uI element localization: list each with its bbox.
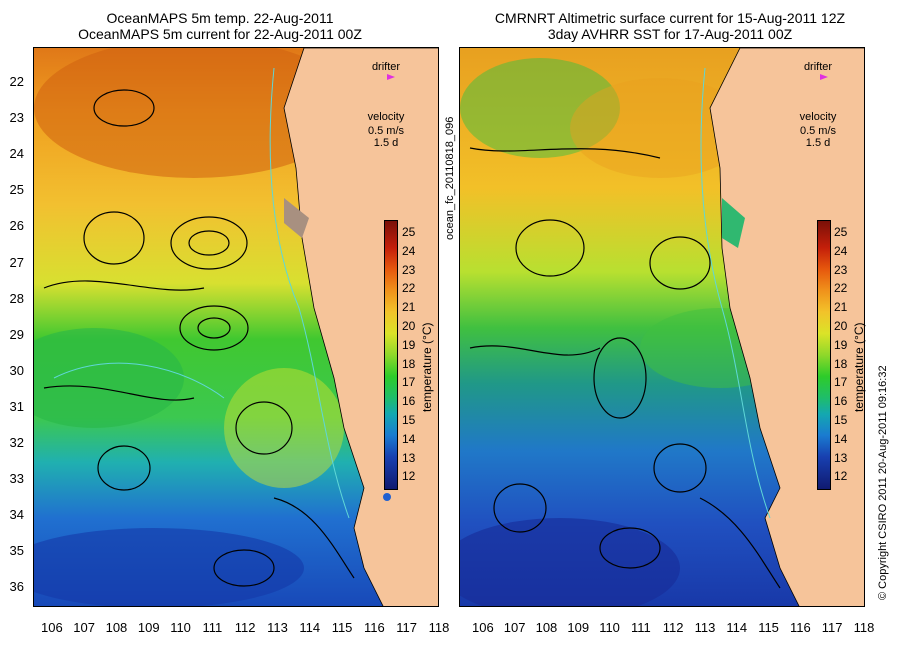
colorbar-tick-label: 22 <box>402 281 416 296</box>
colorbar-tick-label: 19 <box>402 337 416 352</box>
x-tick-label: 109 <box>137 620 160 635</box>
left-velocity-duration: 1.5 d <box>373 137 399 149</box>
colorbar-tick-label: 18 <box>402 356 416 371</box>
colorbar-tick-label: 23 <box>834 262 848 277</box>
x-tick-label: 117 <box>396 620 418 635</box>
right-title-line1: CMRNRT Altimetric surface current for 15… <box>494 10 846 26</box>
colorbar-tick-label: 20 <box>402 319 416 333</box>
left-drifter-label: drifter <box>371 61 401 73</box>
x-tick-label: 116 <box>364 620 385 635</box>
left-drifter-marker <box>387 74 395 80</box>
colorbar-tick-label: 17 <box>402 375 416 390</box>
colorbar-tick-label: 21 <box>402 300 416 315</box>
y-tick-label: 28 <box>9 290 24 306</box>
right-velocity-label: velocity <box>799 111 837 123</box>
colorbar-tick-label: 15 <box>834 413 848 427</box>
y-tick-label: 22 <box>9 74 24 89</box>
y-tick-label: 35 <box>9 543 24 559</box>
y-tick-label: 23 <box>9 110 24 126</box>
x-tick-label: 112 <box>662 620 684 635</box>
left-colorbar <box>384 220 398 490</box>
product-id-text: ocean_fc_20110818_096 <box>444 116 456 240</box>
x-tick-label: 111 <box>202 620 223 635</box>
right-drifter-marker <box>820 74 828 80</box>
colorbar-tick-label: 24 <box>834 243 848 258</box>
colorbar-tick-label: 19 <box>834 337 848 352</box>
colorbar-tick-label: 16 <box>834 394 848 409</box>
colorbar-tick-label: 14 <box>834 431 848 446</box>
colorbar-tick-label: 12 <box>834 469 848 484</box>
x-tick-label: 108 <box>105 620 128 635</box>
y-tick-label: 34 <box>9 507 24 523</box>
colorbar-tick-label: 22 <box>834 281 848 296</box>
y-tick-label: 26 <box>9 218 24 234</box>
x-tick-label: 110 <box>599 620 620 635</box>
y-tick-label: 25 <box>9 182 24 198</box>
x-tick-label: 113 <box>694 620 716 635</box>
x-tick-label: 118 <box>853 620 875 635</box>
colorbar-tick-label: 18 <box>834 356 848 371</box>
right-map-canvas <box>460 48 864 606</box>
y-tick-label: 33 <box>9 471 24 487</box>
right-velocity-scale: 0.5 m/s <box>799 125 837 137</box>
colorbar-tick-label: 20 <box>834 319 848 333</box>
y-tick-label: 36 <box>9 579 24 595</box>
x-tick-label: 110 <box>170 620 191 635</box>
copyright-text: © Copyright CSIRO 2011 20-Aug-2011 09:16… <box>877 365 889 600</box>
x-tick-label: 106 <box>41 620 63 635</box>
colorbar-tick-label: 24 <box>402 243 416 258</box>
colorbar-tick-label: 12 <box>402 469 416 484</box>
x-tick-label: 117 <box>821 620 843 635</box>
colorbar-tick-label: 25 <box>402 225 416 239</box>
y-tick-label: 29 <box>9 326 24 342</box>
colorbar-tick-label: 17 <box>834 375 848 390</box>
x-tick-label: 106 <box>472 620 494 635</box>
colorbar-tick-label: 14 <box>402 431 416 446</box>
x-tick-label: 111 <box>631 620 651 635</box>
left-velocity-label: velocity <box>367 111 405 123</box>
left-title-line1: OceanMAPS 5m temp. 22-Aug-2011 <box>106 10 334 26</box>
right-map <box>459 47 865 607</box>
x-tick-label: 109 <box>567 620 590 635</box>
left-title-line2: OceanMAPS 5m current for 22-Aug-2011 00Z <box>78 26 362 42</box>
y-tick-label: 27 <box>9 254 24 270</box>
x-tick-label: 114 <box>299 620 321 635</box>
colorbar-tick-label: 15 <box>402 413 416 427</box>
x-tick-label: 116 <box>790 620 811 635</box>
colorbar-tick-label: 23 <box>402 262 416 277</box>
left-velocity-scale: 0.5 m/s <box>367 125 405 137</box>
y-tick-label: 24 <box>9 146 24 162</box>
colorbar-tick-label: 25 <box>834 225 848 239</box>
x-tick-label: 114 <box>726 620 748 635</box>
colorbar-tick-label: 21 <box>834 300 848 315</box>
x-tick-label: 113 <box>267 620 288 635</box>
right-colorbar-label: temperature (°C) <box>852 322 866 413</box>
y-tick-label: 31 <box>9 398 24 414</box>
left-map <box>33 47 439 607</box>
x-tick-label: 108 <box>535 620 558 635</box>
x-tick-label: 107 <box>503 620 526 635</box>
y-tick-label: 32 <box>9 435 24 450</box>
colorbar-tick-label: 13 <box>834 450 848 465</box>
colorbar-tick-label: 13 <box>402 450 416 465</box>
right-drifter-label: drifter <box>803 61 833 73</box>
y-tick-label: 30 <box>9 362 24 378</box>
left-map-canvas <box>34 48 438 606</box>
x-tick-label: 112 <box>234 620 256 635</box>
x-tick-label: 115 <box>331 620 353 635</box>
right-title-line2: 3day AVHRR SST for 17-Aug-2011 00Z <box>547 26 793 42</box>
colorbar-tick-label: 16 <box>402 394 416 409</box>
x-tick-label: 115 <box>758 620 779 635</box>
x-tick-label: 118 <box>428 620 450 635</box>
x-tick-label: 107 <box>73 620 95 635</box>
left-colorbar-label: temperature (°C) <box>420 322 434 413</box>
right-colorbar <box>817 220 831 490</box>
right-velocity-duration: 1.5 d <box>805 137 831 149</box>
